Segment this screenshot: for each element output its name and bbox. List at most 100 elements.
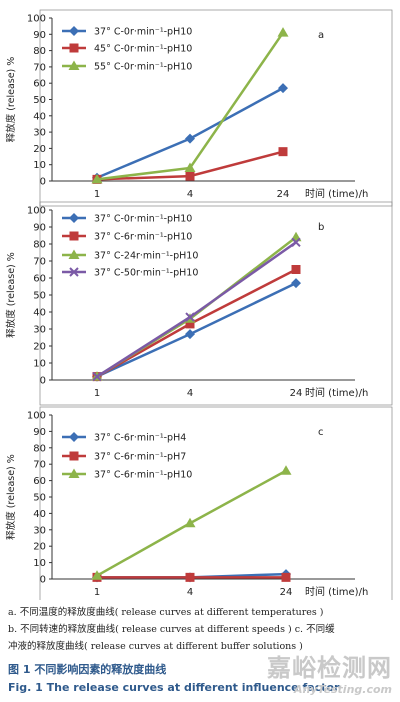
y-tick-label: 10 [33, 359, 46, 370]
legend-swatch-marker [69, 26, 79, 36]
y-tick-label: 70 [33, 62, 46, 73]
data-point [277, 27, 289, 37]
x-tick-label: 1 [94, 189, 100, 200]
y-tick-label: 80 [33, 46, 46, 57]
legend-label: 37° C-0r·min⁻¹-pH10 [94, 214, 192, 225]
y-tick-label: 50 [33, 493, 46, 504]
y-tick-label: 30 [33, 325, 46, 336]
data-point [184, 517, 196, 528]
y-axis-title: 释放度 (release) % [5, 454, 17, 540]
y-tick-label: 100 [27, 411, 46, 422]
data-point [278, 147, 288, 157]
data-point [278, 83, 288, 94]
series-3 [91, 465, 292, 580]
y-tick-label: 50 [33, 95, 46, 106]
legend-label: 45° C-0r·min⁻¹-pH10 [94, 44, 192, 55]
legend-label: 37° C-6r·min⁻¹-pH10 [94, 470, 192, 481]
data-point [185, 133, 195, 144]
data-point [185, 312, 195, 322]
data-point [184, 162, 196, 172]
watermark-sub: AnyTesting.com [293, 683, 392, 696]
legend-swatch-marker [69, 432, 79, 442]
y-axis-title: 释放度 (release) % [5, 57, 17, 143]
data-point [91, 173, 103, 184]
legend-swatch-marker [69, 43, 79, 53]
y-tick-label: 100 [27, 206, 46, 217]
series-4 [92, 237, 301, 382]
panel-label: c [318, 427, 324, 438]
x-tick-label: 24 [280, 587, 293, 598]
data-point [185, 572, 195, 582]
y-tick-label: 80 [33, 240, 46, 251]
legend-label: 37° C-6r·min⁻¹-pH4 [94, 433, 186, 444]
y-axis-title: 释放度 (release) % [5, 252, 17, 338]
chart-panel-b: 0 10 20 30 40 50 60 70 80 90 100 1 4 24 时间 (time)/h 释放度… [5, 201, 393, 406]
y-tick-label: 90 [33, 427, 46, 438]
x-tick-label: 24 [290, 388, 303, 399]
x-tick-label: 1 [94, 388, 100, 399]
panel-label: a [318, 30, 324, 41]
legend-swatch-marker [68, 249, 80, 259]
series-line [96, 31, 285, 181]
legend-swatch-marker [69, 451, 79, 461]
x-tick-label: 4 [187, 587, 193, 598]
y-tick-label: 100 [27, 14, 46, 25]
watermark: 嘉峪检测网 AnyTesting.com [267, 648, 392, 696]
y-tick-label: 10 [33, 160, 46, 171]
caption-line-a: a. 不同温度的释放度曲线( release curves at differe… [8, 607, 324, 618]
y-tick-label: 0 [40, 177, 46, 188]
data-point [291, 237, 301, 248]
x-axis-title: 时间 (time)/h [305, 585, 368, 598]
y-tick-label: 60 [33, 274, 46, 285]
caption-line-c: 冲液的释放度曲线( release curves at different bu… [8, 641, 303, 652]
y-tick-label: 80 [33, 443, 46, 454]
figure-title-en: Fig. 1 The release curves at different i… [8, 681, 340, 694]
figure-title-cn: 图 1 不同影响因素的释放度曲线 [8, 663, 167, 676]
y-tick-label: 20 [33, 144, 46, 155]
chart-panel-c: 0 10 20 30 40 50 60 70 80 90 100 1 4 24 时间 (time)/h 释放度… [5, 406, 393, 600]
x-tick-label: 24 [277, 189, 290, 200]
series-line [96, 281, 297, 378]
data-point [185, 171, 195, 181]
y-tick-label: 20 [33, 342, 46, 353]
y-tick-label: 60 [33, 79, 46, 90]
series-line [96, 268, 297, 378]
data-point [91, 570, 103, 580]
legend-swatch-marker [68, 468, 80, 478]
chart-frame [39, 9, 393, 207]
watermark-main: 嘉峪检测网 [267, 654, 392, 682]
data-point [280, 465, 292, 475]
y-tick-label: 0 [40, 376, 46, 387]
data-point [291, 265, 301, 274]
x-tick-label: 4 [187, 388, 193, 399]
y-tick-label: 60 [33, 476, 46, 487]
legend-label: 55° C-0r·min⁻¹-pH10 [94, 62, 192, 73]
x-tick-label: 4 [187, 189, 193, 200]
legend-swatch-marker [68, 60, 80, 70]
y-tick-label: 30 [33, 128, 46, 139]
y-tick-label: 30 [33, 525, 46, 536]
data-point [185, 329, 195, 340]
legend-swatch-marker [69, 267, 79, 277]
data-point [291, 278, 301, 289]
y-tick-label: 90 [33, 30, 46, 41]
caption-line-b: b. 不同转速的释放度曲线( release curves at differe… [8, 624, 335, 635]
legend-label: 37° C-6r·min⁻¹-pH7 [94, 452, 186, 463]
y-tick-label: 40 [33, 509, 46, 520]
series-line [96, 241, 297, 378]
y-tick-label: 10 [33, 558, 46, 569]
y-tick-label: 20 [33, 542, 46, 553]
x-axis-title: 时间 (time)/h [305, 386, 368, 399]
x-tick-label: 1 [94, 587, 100, 598]
chart-frame [39, 406, 393, 600]
legend-swatch-marker [69, 231, 79, 241]
chart-frame [39, 201, 393, 406]
panel-label: b [318, 222, 324, 233]
x-axis-title: 时间 (time)/h [305, 187, 368, 200]
legend-label: 37° C-50r·min⁻¹-pH10 [94, 268, 198, 279]
data-point [185, 319, 195, 329]
legend-swatch-marker [69, 213, 79, 223]
y-tick-label: 90 [33, 223, 46, 234]
legend-label: 37° C-24r·min⁻¹-pH10 [94, 251, 198, 262]
